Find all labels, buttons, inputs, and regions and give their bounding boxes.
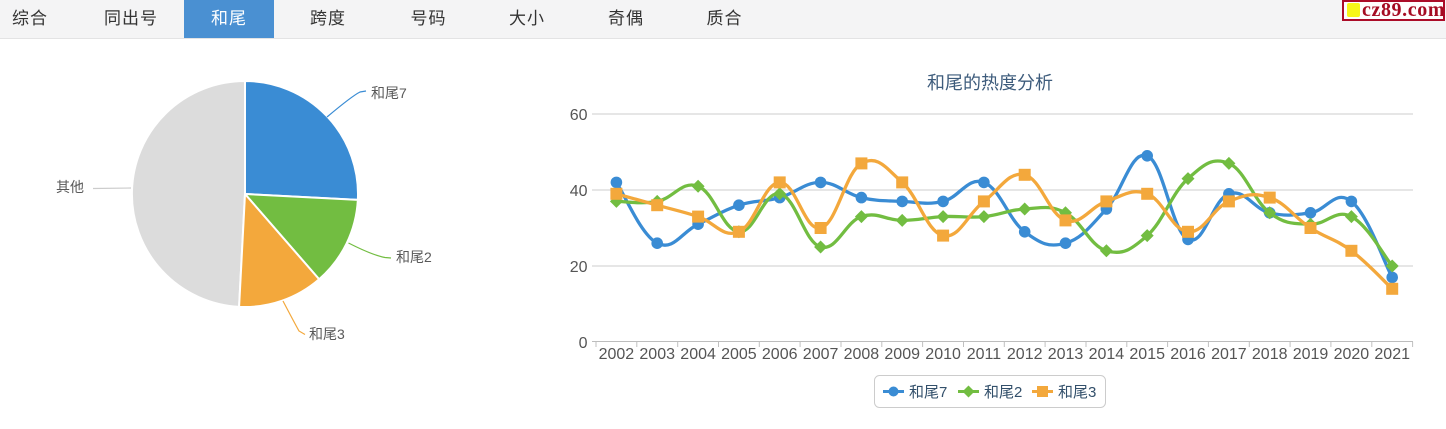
svg-text:2014: 2014 [1089,346,1125,363]
svg-text:2002: 2002 [599,346,635,363]
svg-text:2004: 2004 [680,346,716,363]
svg-text:2015: 2015 [1129,346,1165,363]
svg-text:和尾2: 和尾2 [984,384,1022,401]
svg-text:2021: 2021 [1374,346,1410,363]
svg-text:2018: 2018 [1252,346,1288,363]
svg-text:和尾7: 和尾7 [909,384,947,401]
svg-text:60: 60 [570,107,588,124]
svg-text:40: 40 [570,183,588,200]
svg-text:2012: 2012 [1007,346,1043,363]
svg-text:2007: 2007 [803,346,839,363]
svg-text:和尾3: 和尾3 [1058,384,1096,401]
svg-text:和尾2: 和尾2 [396,249,432,265]
svg-text:2008: 2008 [844,346,880,363]
svg-text:2013: 2013 [1048,346,1084,363]
svg-text:和尾3: 和尾3 [309,326,345,342]
svg-text:2003: 2003 [639,346,675,363]
svg-text:2009: 2009 [884,346,920,363]
svg-text:和尾7: 和尾7 [371,85,407,101]
svg-text:2016: 2016 [1170,346,1206,363]
svg-text:2017: 2017 [1211,346,1247,363]
svg-text:和尾的热度分析: 和尾的热度分析 [927,73,1053,93]
svg-text:2010: 2010 [925,346,961,363]
svg-text:2006: 2006 [762,346,798,363]
svg-text:2011: 2011 [967,346,1002,363]
svg-text:2005: 2005 [721,346,757,363]
svg-text:20: 20 [570,259,588,276]
svg-text:其他: 其他 [56,179,84,195]
svg-text:0: 0 [579,335,588,352]
svg-text:2020: 2020 [1334,346,1370,363]
svg-text:2019: 2019 [1293,346,1329,363]
